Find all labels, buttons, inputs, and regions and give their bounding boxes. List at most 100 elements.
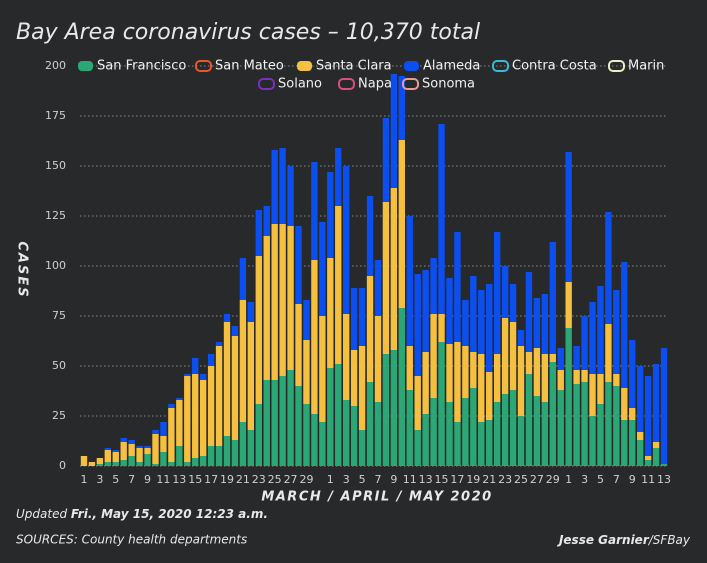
bar-segment xyxy=(509,284,517,322)
bar-segment xyxy=(446,344,453,402)
bar-segment xyxy=(541,354,549,402)
x-tick-label: 21 xyxy=(236,473,250,486)
bar-segment xyxy=(382,118,390,202)
y-tick-label: 50 xyxy=(52,359,66,372)
bar-segment xyxy=(422,270,429,352)
x-tick-label: 25 xyxy=(268,473,282,486)
bar-segment xyxy=(112,452,119,462)
legend-swatch xyxy=(492,60,509,72)
legend-label: San Mateo xyxy=(215,59,284,74)
bar-segment xyxy=(486,284,493,372)
bar-segment xyxy=(390,74,398,188)
bar-segment xyxy=(199,456,207,466)
legend-swatch xyxy=(402,78,419,90)
x-tick-label: 15 xyxy=(435,473,449,486)
bar-segment xyxy=(279,376,286,466)
bar-segment xyxy=(581,370,588,382)
bar-segment xyxy=(239,300,247,422)
x-tick-label: 13 xyxy=(419,473,433,486)
x-tick-label: 29 xyxy=(546,473,560,486)
bar-segment xyxy=(525,272,533,352)
bar-segment xyxy=(652,364,660,442)
bar-segment xyxy=(478,354,485,422)
x-tick-label: 23 xyxy=(252,473,266,486)
bar-segment xyxy=(478,290,485,354)
bar-segment xyxy=(493,232,501,354)
bar-segment xyxy=(207,354,215,366)
bar-segment xyxy=(335,148,342,206)
updated-note: Updated Fri., May 15, 2020 12:23 a.m. xyxy=(16,507,268,521)
bar-segment xyxy=(223,436,231,466)
bar-segment xyxy=(192,374,199,458)
bar-segment xyxy=(613,290,620,374)
bar-segment xyxy=(374,316,382,402)
legend-label: Napa xyxy=(358,77,392,92)
legend-label: Contra Costa xyxy=(512,59,597,74)
bar-segment xyxy=(406,346,413,390)
bar-segment xyxy=(454,232,461,342)
bar-segment xyxy=(247,302,255,322)
bar-segment xyxy=(319,422,326,466)
bar-segment xyxy=(271,224,278,380)
bar-segment xyxy=(128,456,135,466)
bar-segment xyxy=(374,402,382,466)
bar-segment xyxy=(478,422,485,466)
bar-segment xyxy=(327,258,334,368)
bar-segment xyxy=(239,258,247,300)
bar-segment xyxy=(493,402,501,466)
x-tick-label: 1 xyxy=(327,473,334,486)
bar-segment xyxy=(637,440,644,466)
x-tick-label: 9 xyxy=(390,473,397,486)
y-tick-label: 125 xyxy=(45,209,66,222)
x-tick-label: 17 xyxy=(204,473,218,486)
bar-segment xyxy=(263,236,270,380)
bar-segment xyxy=(168,408,175,462)
bar-segment xyxy=(438,314,445,342)
bar-segment xyxy=(573,370,580,384)
x-tick-label: 7 xyxy=(613,473,620,486)
bar-segment xyxy=(128,440,135,444)
bar-segment xyxy=(350,406,358,466)
x-tick-label: 29 xyxy=(299,473,313,486)
bar-segment xyxy=(303,340,310,404)
bar-segment xyxy=(343,166,350,314)
x-axis-label: MARCH / APRIL / MAY 2020 xyxy=(261,490,492,505)
x-tick-label: 7 xyxy=(374,473,381,486)
legend-label: Solano xyxy=(278,77,322,92)
bar-segment xyxy=(549,242,556,354)
bar-segment xyxy=(223,322,231,436)
sources: SOURCES: County health departments xyxy=(16,533,247,547)
bar-segment xyxy=(652,448,660,466)
legend-label: Marin xyxy=(628,59,664,74)
y-tick-label: 25 xyxy=(52,409,66,422)
bar-segment xyxy=(422,352,429,414)
bar-segment xyxy=(366,382,374,466)
bar-segment xyxy=(279,224,286,376)
y-tick-label: 100 xyxy=(45,259,66,272)
bar-segment xyxy=(295,304,302,386)
bar-segment xyxy=(621,262,628,388)
bar-segment xyxy=(533,396,541,466)
bar-segment xyxy=(438,342,445,466)
bar-segment xyxy=(343,314,350,400)
bar-segment xyxy=(573,346,580,370)
bar-segment xyxy=(215,346,223,446)
bar-segment xyxy=(517,330,525,346)
bar-segment xyxy=(430,258,437,314)
bar-segment xyxy=(517,416,525,466)
bar-segment xyxy=(358,346,366,430)
bar-segment xyxy=(637,432,644,440)
bar-segment xyxy=(311,414,318,466)
bar-segment xyxy=(255,210,262,256)
bar-segment xyxy=(231,336,239,440)
bar-segment xyxy=(621,388,628,420)
bar-segment xyxy=(160,436,167,452)
bar-segment xyxy=(462,346,469,398)
chart-title: Bay Area coronavirus cases – 10,370 tota… xyxy=(16,20,480,45)
bar-segment xyxy=(613,386,620,466)
bar-segment xyxy=(406,216,413,346)
bar-segment xyxy=(446,402,453,466)
bar-segment xyxy=(350,288,358,350)
x-tick-label: 13 xyxy=(172,473,186,486)
